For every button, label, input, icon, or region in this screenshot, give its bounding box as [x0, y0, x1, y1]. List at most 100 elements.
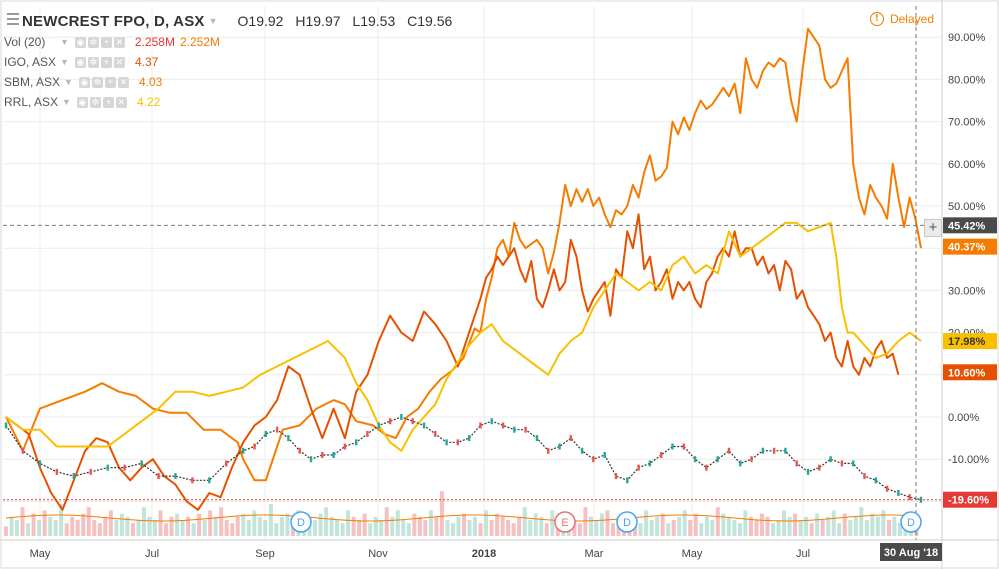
- volume-bar: [495, 513, 500, 536]
- volume-bar: [655, 516, 660, 536]
- crosshair-date-tag: [880, 543, 942, 561]
- volume-bar: [169, 516, 174, 536]
- volume-bar: [335, 520, 340, 536]
- candle: [456, 439, 460, 446]
- series-line-newcrest: [5, 416, 922, 501]
- volume-bar: [202, 520, 207, 536]
- volume-bar: [368, 523, 373, 536]
- volume-bar: [81, 513, 86, 536]
- candle: [366, 430, 369, 437]
- legend-label: IGO, ASX: [4, 55, 57, 69]
- legend-row-sbm[interactable]: SBM, ASX ▼ ◉ ✲ + ✕ 4.03: [4, 72, 460, 92]
- volume-bar: [390, 516, 395, 536]
- volume-bar: [550, 510, 555, 536]
- volume-bar: [445, 520, 450, 536]
- volume-bar: [42, 510, 47, 536]
- gear-icon[interactable]: ✲: [87, 56, 99, 68]
- symbol-title[interactable]: NEWCREST FPO, D, ASX: [22, 12, 205, 30]
- volume-bar: [20, 507, 25, 536]
- volume-bar: [439, 491, 444, 536]
- more-icon[interactable]: +: [100, 56, 112, 68]
- close-icon[interactable]: ✕: [113, 36, 125, 48]
- more-icon[interactable]: +: [104, 76, 116, 88]
- candle: [513, 426, 516, 433]
- eye-icon[interactable]: ◉: [74, 56, 86, 68]
- close-icon[interactable]: ✕: [117, 76, 129, 88]
- more-icon[interactable]: +: [100, 36, 112, 48]
- volume-bar: [782, 510, 787, 536]
- volume-bar: [754, 520, 759, 536]
- x-tick-label: Sep: [255, 548, 275, 560]
- volume-bar: [152, 520, 157, 536]
- volume-bar: [434, 516, 439, 536]
- volume-bar: [511, 523, 516, 536]
- delayed-badge[interactable]: ! Delayed: [869, 12, 934, 26]
- y-tick-label: 30.00%: [948, 285, 986, 297]
- volume-bar: [263, 520, 268, 536]
- volume-bar: [219, 507, 224, 536]
- crosshair-price-tag: [943, 217, 997, 234]
- value-tag-label: 17.98%: [948, 336, 986, 348]
- x-tick-label: Jul: [796, 548, 810, 560]
- candle: [174, 473, 177, 480]
- volume-bar: [588, 516, 593, 536]
- dividend-marker: [616, 511, 638, 533]
- volume-bar: [268, 504, 273, 536]
- volume-bar: [241, 513, 246, 536]
- close-icon[interactable]: ✕: [113, 56, 125, 68]
- add-crosshair-button[interactable]: +: [924, 219, 942, 237]
- volume-bar: [577, 523, 582, 536]
- volume-bar: [671, 520, 676, 536]
- volume-ma-line: [5, 514, 917, 522]
- legend-row-rrl[interactable]: RRL, ASX ▼ ◉ ✲ + ✕ 4.22: [4, 92, 460, 112]
- gear-icon[interactable]: ✲: [91, 76, 103, 88]
- candle: [377, 422, 380, 429]
- candle: [603, 451, 606, 458]
- gear-icon[interactable]: ✲: [87, 36, 99, 48]
- gear-icon[interactable]: ✲: [89, 96, 101, 108]
- volume-bar: [59, 504, 64, 536]
- event-marker-label: D: [623, 517, 631, 529]
- volume-bar: [594, 520, 599, 536]
- chevron-down-icon[interactable]: ▼: [208, 16, 218, 26]
- volume-bar: [897, 523, 902, 536]
- volume-bar: [186, 516, 191, 536]
- eye-icon[interactable]: ◉: [76, 96, 88, 108]
- volume-bar: [456, 516, 461, 536]
- volume-bar: [721, 513, 726, 536]
- legend-row-volume[interactable]: Vol (20) ▼ ◉ ✲ + ✕ 2.258M 2.252M: [4, 32, 460, 52]
- eye-icon[interactable]: ◉: [74, 36, 86, 48]
- volume-bar: [748, 516, 753, 536]
- volume-bar: [815, 513, 820, 536]
- chevron-down-icon[interactable]: ▼: [64, 77, 73, 87]
- more-icon[interactable]: +: [102, 96, 114, 108]
- chevron-down-icon[interactable]: ▼: [60, 57, 69, 67]
- y-tick-label: 90.00%: [948, 32, 986, 44]
- candle: [671, 443, 674, 450]
- volume-bar: [726, 516, 731, 536]
- volume-bar: [793, 513, 798, 536]
- legend-row-igo[interactable]: IGO, ASX ▼ ◉ ✲ + ✕ 4.37: [4, 52, 460, 72]
- volume-bar: [235, 516, 240, 536]
- x-tick-label: Nov: [368, 548, 388, 560]
- volume-bar: [97, 523, 102, 536]
- volume-bar: [37, 520, 42, 536]
- volume-bar: [837, 523, 842, 536]
- legend-value: 4.03: [138, 75, 163, 89]
- chevron-down-icon[interactable]: ▼: [62, 97, 71, 107]
- volume-bar: [114, 520, 119, 536]
- legend-value: 2.258M: [134, 35, 175, 49]
- chevron-down-icon[interactable]: ▼: [60, 37, 69, 47]
- volume-bar: [373, 516, 378, 536]
- close-icon[interactable]: ✕: [115, 96, 127, 108]
- volume-bar: [693, 513, 698, 536]
- legend-value: 4.22: [136, 95, 161, 109]
- volume-bar: [318, 513, 323, 536]
- volume-bar: [826, 516, 831, 536]
- menu-icon[interactable]: [7, 13, 19, 28]
- candle: [321, 451, 324, 458]
- eye-icon[interactable]: ◉: [78, 76, 90, 88]
- candle: [253, 443, 256, 450]
